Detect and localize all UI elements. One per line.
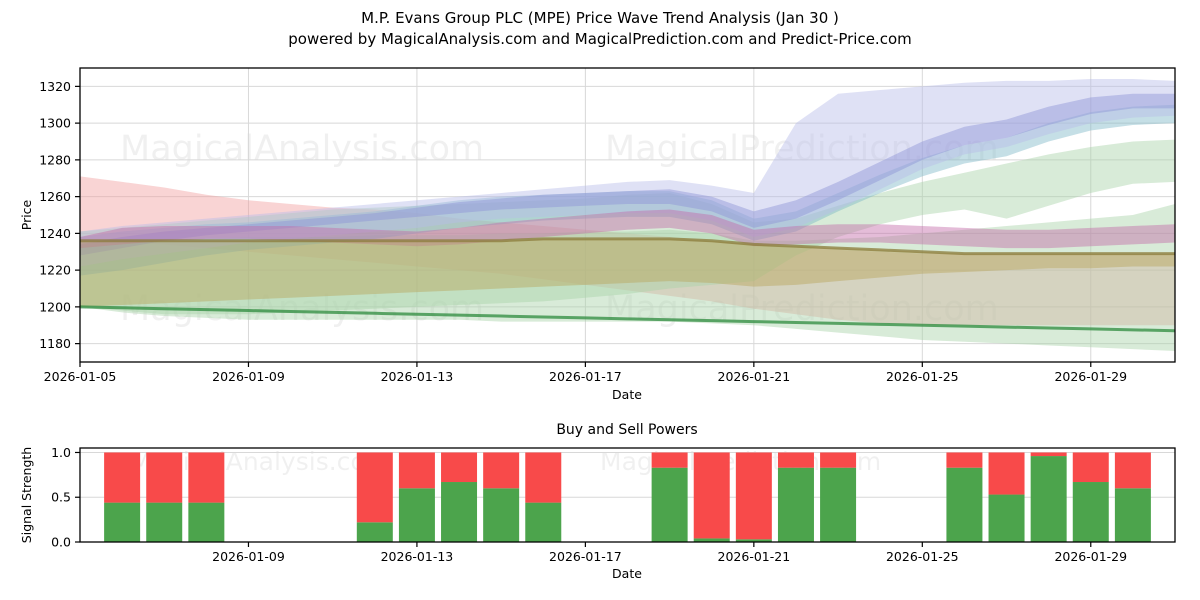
- price-trend-line: [80, 305, 1175, 333]
- power-x-tick-label: 2026-01-25: [886, 549, 959, 564]
- sell-power-bar[interactable]: [946, 452, 983, 468]
- price-y-tick-label: 1220: [39, 263, 71, 278]
- price-band-area: [80, 139, 1175, 315]
- price-line-group: [80, 237, 1175, 333]
- buy-power-bar[interactable]: [441, 482, 478, 542]
- price-wave-panel: MagicalAnalysis.com MagicalPrediction.co…: [19, 67, 1176, 402]
- price-band-area: [80, 209, 1175, 249]
- power-x-tick-label: 2026-01-13: [381, 549, 454, 564]
- price-y-tick-label: 1240: [39, 226, 71, 241]
- power-x-tick-label: 2026-01-29: [1054, 549, 1127, 564]
- price-axis-ticks: 1180 1200 1220 1240 1260 1280 1300 1320 2026-01-…: [39, 79, 1127, 384]
- price-x-tick-label: 2026-01-09: [212, 369, 285, 384]
- buy-power-bar[interactable]: [1114, 488, 1151, 542]
- buy-power-bar[interactable]: [356, 522, 393, 542]
- buy-power-bar[interactable]: [525, 502, 562, 542]
- price-x-tick-label: 2026-01-25: [886, 369, 959, 384]
- power-y-axis-label: Signal Strength: [19, 447, 34, 543]
- sell-power-bar[interactable]: [188, 452, 225, 503]
- buy-power-bar[interactable]: [483, 488, 520, 542]
- sell-power-bar[interactable]: [988, 452, 1025, 495]
- price-y-tick-label: 1320: [39, 79, 71, 94]
- buy-power-bar[interactable]: [820, 467, 857, 542]
- sell-power-bar[interactable]: [1030, 452, 1067, 457]
- sell-power-bar[interactable]: [1072, 452, 1109, 483]
- price-x-axis-label: Date: [612, 387, 642, 402]
- buy-power-bar[interactable]: [735, 539, 772, 542]
- price-y-axis-label: Price: [19, 199, 34, 230]
- sell-power-bar[interactable]: [356, 452, 393, 523]
- price-x-tick-label: 2026-01-21: [718, 369, 791, 384]
- price-y-tick-label: 1260: [39, 189, 71, 204]
- sell-power-bar[interactable]: [693, 452, 730, 539]
- buy-power-bar[interactable]: [777, 467, 814, 542]
- price-x-tick-label: 2026-01-29: [1054, 369, 1127, 384]
- power-x-tick-label: 2026-01-21: [718, 549, 791, 564]
- price-trend-line: [80, 237, 1175, 256]
- price-y-tick-label: 1280: [39, 152, 71, 167]
- power-y-tick-label: 0.0: [51, 535, 71, 550]
- title-line-2: powered by MagicalAnalysis.com and Magic…: [288, 30, 912, 48]
- power-x-axis-label: Date: [612, 566, 642, 581]
- page-title: M.P. Evans Group PLC (MPE) Price Wave Tr…: [0, 8, 1200, 50]
- price-y-tick-label: 1180: [39, 336, 71, 351]
- sell-power-bar[interactable]: [398, 452, 435, 489]
- price-plot-background: [80, 68, 1175, 362]
- buy-sell-powers-panel: Buy and Sell Powers MagicalAnalysis.com …: [19, 422, 1176, 581]
- title-line-1: M.P. Evans Group PLC (MPE) Price Wave Tr…: [361, 9, 839, 27]
- power-bar-group: [104, 452, 1151, 542]
- power-x-tick-label: 2026-01-17: [549, 549, 622, 564]
- price-plot-frame: [79, 67, 1176, 363]
- price-band-area: [80, 93, 1175, 256]
- price-y-tick-label: 1300: [39, 116, 71, 131]
- buy-sell-panel-title: Buy and Sell Powers: [556, 422, 697, 438]
- sell-power-bar[interactable]: [651, 452, 688, 468]
- sell-power-bar[interactable]: [1114, 452, 1151, 489]
- buy-power-bar[interactable]: [146, 502, 183, 542]
- price-y-tick-label: 1200: [39, 299, 71, 314]
- price-x-tick-label: 2026-01-05: [44, 369, 117, 384]
- sell-power-bar[interactable]: [483, 452, 520, 489]
- price-band-area: [80, 79, 1175, 267]
- price-gridlines: [79, 68, 1175, 362]
- sell-power-bar[interactable]: [146, 452, 183, 503]
- price-band-area: [80, 238, 1175, 307]
- sell-power-bar[interactable]: [820, 452, 857, 468]
- power-y-tick-label: 0.5: [51, 490, 71, 505]
- sell-power-bar[interactable]: [777, 452, 814, 468]
- buy-power-bar[interactable]: [946, 467, 983, 542]
- price-x-tick-label: 2026-01-17: [549, 369, 622, 384]
- power-x-tick-label: 2026-01-09: [212, 549, 285, 564]
- sell-power-bar[interactable]: [104, 452, 141, 503]
- sell-power-bar[interactable]: [735, 452, 772, 540]
- buy-power-bar[interactable]: [693, 538, 730, 542]
- buy-power-bar[interactable]: [398, 488, 435, 542]
- sell-power-bar[interactable]: [441, 452, 478, 483]
- price-band-area: [80, 176, 1175, 326]
- power-y-tick-label: 1.0: [51, 445, 71, 460]
- watermark-prediction-1: MagicalPrediction.com: [605, 129, 999, 169]
- sell-power-bar[interactable]: [525, 452, 562, 503]
- buy-power-bar[interactable]: [1072, 482, 1109, 542]
- price-x-tick-label: 2026-01-13: [381, 369, 454, 384]
- buy-power-bar[interactable]: [651, 467, 688, 542]
- watermark-analysis-1: MagicalAnalysis.com: [120, 129, 484, 169]
- power-plot-frame: [79, 447, 1176, 543]
- buy-power-bar[interactable]: [1030, 456, 1067, 542]
- buy-power-bar[interactable]: [188, 502, 225, 542]
- price-band-area: [80, 104, 1175, 276]
- power-axis-ticks: 0.0 0.5 1.0 2026-01-09 2026-01-13 2026-01-17 2…: [51, 445, 1127, 564]
- buy-power-bar[interactable]: [104, 502, 141, 542]
- buy-power-bar[interactable]: [988, 494, 1025, 542]
